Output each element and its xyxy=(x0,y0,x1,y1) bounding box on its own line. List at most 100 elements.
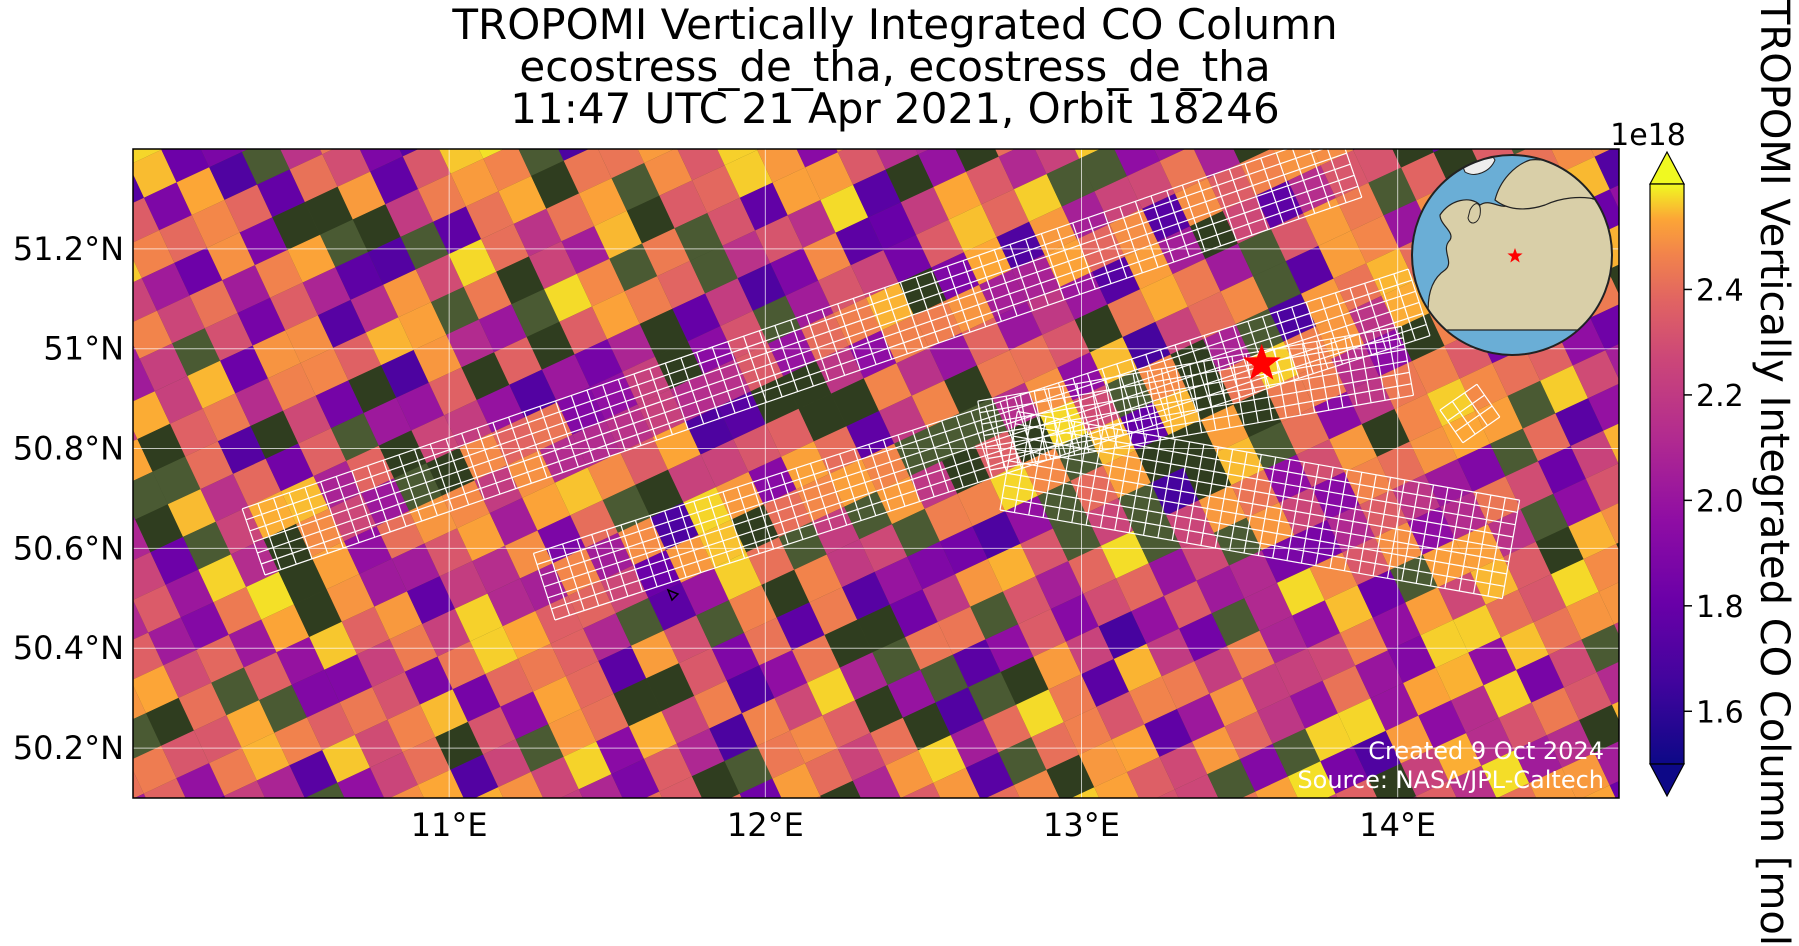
co-pixel xyxy=(381,350,429,398)
co-pixel xyxy=(965,752,1014,798)
co-pixel xyxy=(792,635,840,683)
colorbar-gradient xyxy=(1649,183,1685,765)
co-pixel xyxy=(560,789,583,798)
co-pixel xyxy=(655,341,703,390)
co-pixel xyxy=(501,96,549,144)
co-pixel xyxy=(320,219,368,268)
co-pixel xyxy=(933,767,981,798)
co-pixel xyxy=(1435,652,1484,701)
co-pixel xyxy=(933,171,982,220)
co-pixel xyxy=(439,561,488,609)
co-pixel xyxy=(1011,254,1060,303)
co-pixel xyxy=(259,89,307,137)
colorbar: 1.6 1.8 2.0 2.2 2.4 1e18 xyxy=(1610,118,1744,798)
co-pixel xyxy=(1314,391,1362,440)
co-pixel xyxy=(772,167,821,216)
co-pixel xyxy=(1457,443,1506,492)
co-pixel xyxy=(152,456,201,505)
co-pixel xyxy=(339,687,388,735)
co-pixel xyxy=(1059,271,1108,320)
co-pixel xyxy=(289,750,338,798)
co-pixel xyxy=(1242,663,1290,712)
co-pixel xyxy=(685,406,734,455)
co-pixel xyxy=(1079,739,1127,788)
co-pixel xyxy=(594,807,642,848)
co-pixel xyxy=(133,600,149,640)
co-pixel xyxy=(626,195,675,244)
co-pixel xyxy=(200,149,242,168)
co-pixel xyxy=(661,695,710,744)
co-pixel xyxy=(761,569,810,618)
co-pixel xyxy=(433,206,482,255)
co-pixel xyxy=(1094,772,1139,798)
co-pixel xyxy=(1103,450,1151,499)
co-pixel xyxy=(1394,393,1443,442)
co-pixel xyxy=(1625,803,1673,848)
co-pixel xyxy=(176,763,225,798)
co-pixel xyxy=(450,754,499,798)
co-pixel xyxy=(94,841,142,848)
co-pixel xyxy=(1335,182,1384,231)
co-pixel xyxy=(668,454,716,503)
co-pixel xyxy=(1187,291,1236,340)
co-pixel xyxy=(1000,656,1049,705)
co-pixel xyxy=(133,310,173,359)
co-pixel xyxy=(728,585,777,633)
co-pixel xyxy=(998,737,1047,786)
co-pixel xyxy=(1286,842,1334,848)
co-pixel xyxy=(561,822,609,848)
co-pixel xyxy=(730,793,742,798)
co-pixel xyxy=(739,778,782,798)
co-pixel xyxy=(461,352,510,400)
co-pixel xyxy=(337,767,385,798)
co-pixel xyxy=(372,671,420,720)
co-pixel xyxy=(350,284,399,333)
co-pixel xyxy=(1535,526,1584,575)
co-pixel xyxy=(1211,598,1260,646)
co-pixel xyxy=(1344,456,1393,505)
co-pixel xyxy=(228,619,277,668)
co-pixel xyxy=(1031,722,1079,770)
co-pixel xyxy=(739,182,788,231)
co-pixel xyxy=(420,689,468,738)
co-pixel xyxy=(133,770,144,798)
co-pixel xyxy=(240,149,249,152)
co-pixel xyxy=(167,489,216,537)
co-pixel xyxy=(1416,780,1457,798)
co-pixel xyxy=(598,645,647,694)
co-pixel xyxy=(1094,176,1143,224)
co-pixel xyxy=(176,167,225,216)
co-pixel xyxy=(1409,426,1458,475)
co-pixel xyxy=(320,815,368,848)
co-pixel xyxy=(1155,306,1204,355)
co-pixel xyxy=(1520,493,1569,542)
co-pixel xyxy=(341,606,390,655)
co-pixel xyxy=(79,809,127,848)
co-pixel xyxy=(348,365,397,413)
co-pixel xyxy=(1159,149,1208,194)
co-pixel xyxy=(949,800,997,848)
co-pixel xyxy=(528,241,577,290)
co-pixel xyxy=(352,204,401,253)
colorbar-tick-label: 2.0 xyxy=(1696,484,1744,519)
co-pixel xyxy=(672,293,721,342)
co-pixel xyxy=(657,260,706,309)
co-pixel xyxy=(644,149,693,196)
co-pixel xyxy=(964,833,1012,848)
co-pixel xyxy=(207,232,255,281)
map-gridlines xyxy=(133,149,1619,798)
co-pixel xyxy=(143,778,186,798)
co-pixel xyxy=(533,80,581,128)
co-pixel xyxy=(952,639,1001,688)
co-pixel xyxy=(1281,406,1330,455)
co-pixel xyxy=(287,234,336,283)
co-pixel xyxy=(1156,789,1179,798)
co-pixel xyxy=(161,730,210,779)
co-pixel xyxy=(883,831,931,848)
co-pixel xyxy=(628,711,677,759)
co-pixel xyxy=(868,798,916,846)
co-pixel xyxy=(1320,746,1369,794)
co-pixel xyxy=(267,363,316,411)
co-pixel xyxy=(340,91,388,139)
co-pixel xyxy=(1109,208,1158,257)
